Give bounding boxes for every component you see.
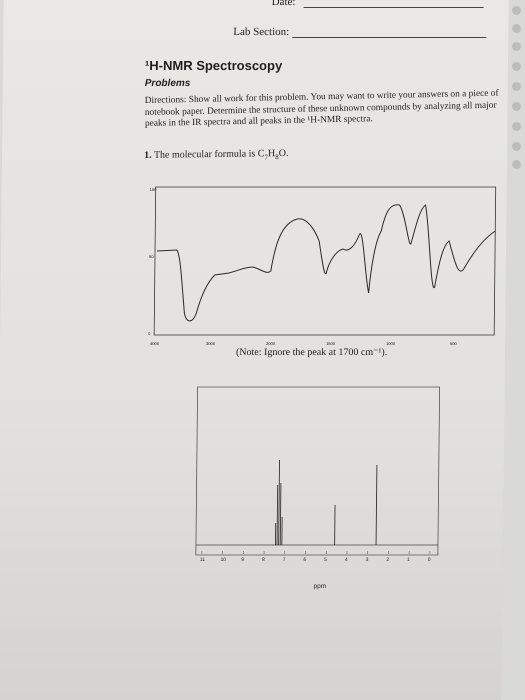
directions-paragraph: Directions: Show all work for this probl… <box>145 89 500 131</box>
question-text: The molecular formula is C <box>153 148 265 161</box>
directions-label: Directions: <box>144 95 187 106</box>
nmr-peak <box>278 460 280 545</box>
nmr-x-axis-label: ppm <box>313 583 327 590</box>
nmr-x-ticks: 11 10 9 8 7 6 5 4 3 2 1 0 <box>200 551 431 563</box>
nmr-tick-label: 10 <box>220 557 226 563</box>
directions-text: Show all work for this problem. You may … <box>144 88 499 130</box>
nmr-tick-label: 1 <box>407 557 410 563</box>
ir-plot-frame <box>153 186 497 336</box>
ir-x-tick-1500: 1500 <box>326 341 336 346</box>
binder-holes <box>505 0 525 700</box>
ir-x-tick-1000: 1000 <box>386 341 396 346</box>
nmr-tick-label: 6 <box>303 557 306 563</box>
ir-note: (Note: Ignore the peak at 1700 cm⁻¹). <box>235 347 388 358</box>
lab-section-label: Lab Section: <box>233 26 290 38</box>
nmr-peaks <box>274 460 378 545</box>
ir-x-tick-500: 500 <box>450 341 458 346</box>
nmr-peak <box>279 483 282 545</box>
nmr-tick-label: 9 <box>241 557 244 563</box>
lab-section-blank-line <box>292 37 487 38</box>
ir-x-tick-3000: 3000 <box>206 341 216 346</box>
page-title: ¹H-NMR Spectroscopy <box>144 58 283 73</box>
nmr-tick-label: 7 <box>283 557 286 563</box>
section-subtitle: Problems <box>144 78 191 89</box>
nmr-spectrum-chart: 11 10 9 8 7 6 5 4 3 2 1 0 <box>195 386 441 563</box>
ir-transmittance-trace <box>157 204 496 322</box>
nmr-tick-label: 4 <box>345 557 348 563</box>
ir-y-tick-0: 0 <box>148 331 151 336</box>
nmr-peak <box>375 465 378 545</box>
question-1: 1. The molecular formula is C7H8O. <box>144 148 288 163</box>
oxygen-symbol: O. <box>278 147 289 160</box>
date-label: Date: <box>271 0 296 8</box>
nmr-peak <box>276 485 279 545</box>
question-number: 1. <box>144 149 152 161</box>
nmr-plot-frame <box>195 386 441 556</box>
ir-y-tick-50: 50 <box>149 254 154 259</box>
nmr-tick-label: 5 <box>324 557 327 563</box>
ir-y-tick-100: 100 <box>150 187 158 192</box>
nmr-tick-label: 8 <box>262 557 265 563</box>
worksheet-page: Date: Lab Section: ¹H-NMR Spectroscopy P… <box>0 0 509 700</box>
ir-x-tick-4000: 4000 <box>150 341 160 346</box>
nmr-tick-label: 3 <box>366 557 369 563</box>
nmr-tick-label: 0 <box>428 557 431 563</box>
ir-spectrum-chart: 100 50 0 4000 3000 2000 1500 1000 500 <box>148 186 497 346</box>
nmr-tick-label: 2 <box>386 557 389 563</box>
ir-x-tick-2000: 2000 <box>266 341 276 346</box>
nmr-tick-label: 11 <box>200 557 205 563</box>
date-blank-line <box>303 7 484 8</box>
